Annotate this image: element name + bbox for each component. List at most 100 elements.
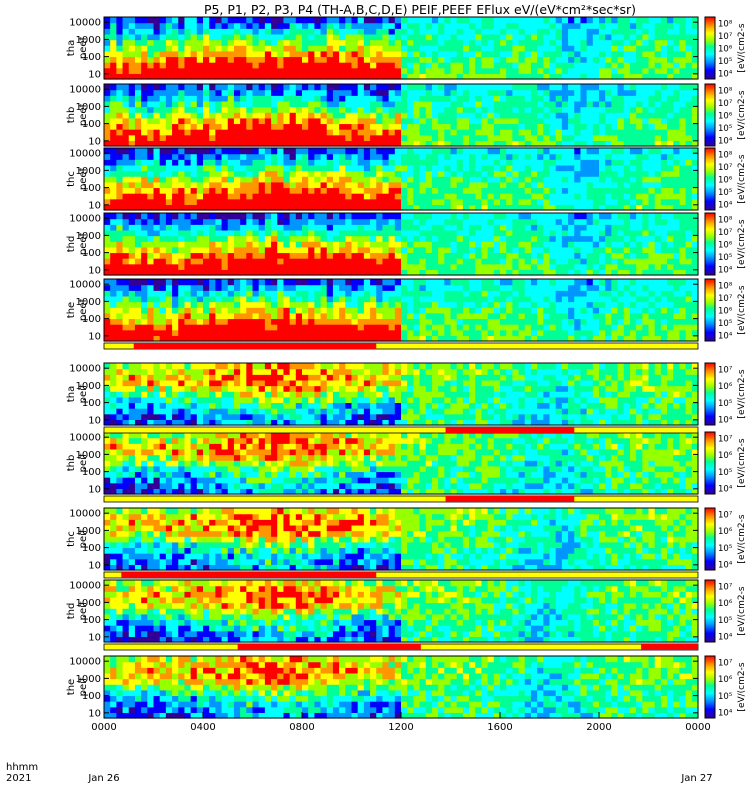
spectrogram-cell — [685, 45, 693, 52]
spectrogram-cell — [339, 39, 346, 46]
spectrogram-cell — [561, 39, 569, 46]
spectrogram-cell — [252, 67, 260, 74]
spectrogram-cell — [184, 50, 192, 58]
spectrogram-cell — [215, 224, 223, 231]
spectrogram-cell — [122, 89, 130, 96]
spectrogram-cell — [227, 89, 235, 96]
spectrogram-cell — [636, 123, 643, 130]
spectrogram-cell — [277, 28, 285, 35]
spectrogram-cell — [623, 252, 631, 259]
spectrogram-cell — [308, 45, 315, 52]
spectrogram-cell — [221, 159, 229, 166]
spectrogram-cell — [258, 204, 266, 211]
spectrogram-cell — [456, 50, 464, 58]
spectrogram-cell — [561, 140, 569, 147]
spectrogram-cell — [363, 263, 371, 270]
spectrogram-cell — [153, 204, 161, 211]
spectrogram-cell — [209, 140, 216, 147]
spectrogram-cell — [252, 50, 260, 58]
spectrogram-cell — [660, 45, 668, 52]
spectrogram-cell — [320, 56, 328, 63]
spectrogram-cell — [258, 290, 266, 297]
spectrogram-cell — [568, 193, 575, 200]
spectrogram-cell — [141, 335, 148, 342]
spectrogram-cell — [524, 67, 532, 74]
spectrogram-cell — [289, 301, 297, 308]
spectrogram-cell — [537, 224, 544, 231]
spectrogram-cell — [203, 187, 210, 194]
spectrogram-cell — [165, 269, 173, 276]
spectrogram-cell — [326, 129, 334, 136]
spectrogram-cell — [648, 176, 656, 183]
spectrogram-cell — [493, 100, 501, 108]
spectrogram-cell — [110, 229, 117, 237]
spectrogram-cell — [555, 39, 563, 46]
spectrogram-cell — [450, 218, 458, 225]
spectrogram-cell — [444, 153, 452, 160]
spectrogram-cell — [438, 176, 445, 183]
spectrogram-cell — [215, 193, 223, 200]
spectrogram-cell — [543, 164, 551, 172]
spectrogram-cell — [370, 335, 377, 342]
spectrogram-cell — [233, 229, 241, 237]
spectrogram-cell — [339, 187, 346, 194]
spectrogram-cell — [673, 100, 681, 108]
spectrogram-cell — [456, 290, 464, 297]
spectrogram-cell — [122, 290, 130, 297]
spectrogram-cell — [599, 39, 606, 46]
spectrogram-cell — [648, 100, 656, 108]
spectrogram-cell — [431, 181, 439, 189]
spectrogram-cell — [611, 263, 619, 270]
spectrogram-cell — [172, 295, 179, 303]
spectrogram-cell — [153, 28, 161, 35]
spectrogram-cell — [568, 62, 575, 69]
spectrogram-cell — [332, 279, 340, 286]
spectrogram-cell — [221, 263, 229, 270]
spectrogram-cell — [252, 329, 260, 336]
spectrogram-cell — [203, 22, 210, 29]
spectrogram-cell — [444, 28, 452, 35]
spectrogram-cell — [549, 269, 557, 276]
spectrogram-cell — [518, 33, 526, 41]
spectrogram-cell — [685, 62, 693, 69]
spectrogram-cell — [357, 106, 365, 113]
spectrogram-cell — [252, 235, 260, 242]
spectrogram-cell — [431, 33, 439, 41]
spectrogram-cell — [128, 159, 136, 166]
spectrogram-cell — [320, 153, 328, 160]
spectrogram-cell — [599, 241, 606, 248]
spectrogram-cell — [147, 290, 155, 297]
spectrogram-cell — [438, 95, 445, 102]
spectrogram-cell — [110, 95, 117, 102]
spectrogram-cell — [481, 73, 489, 80]
spectrogram-cell — [636, 17, 643, 24]
spectrogram-cell — [481, 235, 489, 242]
spectrogram-cell — [636, 229, 643, 237]
spectrogram-cell — [629, 39, 637, 46]
spectrogram-cell — [184, 241, 192, 248]
spectrogram-cell — [431, 100, 439, 108]
spectrogram-cell — [376, 301, 384, 308]
spectrogram-cell — [190, 290, 198, 297]
spectrogram-cell — [530, 100, 538, 108]
spectrogram-cell — [685, 198, 693, 205]
spectrogram-cell — [141, 112, 148, 119]
spectrogram-cell — [580, 193, 588, 200]
spectrogram-cell — [203, 241, 210, 248]
spectrogram-cell — [623, 181, 631, 189]
spectrogram-cell — [407, 159, 414, 166]
spectrogram-cell — [561, 224, 569, 231]
spectrogram-cell — [209, 335, 216, 342]
spectrogram-cell — [308, 187, 315, 194]
spectrogram-cell — [271, 129, 278, 136]
spectrogram-cell — [172, 159, 179, 166]
spectrogram-cell — [518, 50, 526, 58]
spectrogram-cell — [568, 140, 575, 147]
spectrogram-cell — [586, 181, 594, 189]
spectrogram-cell — [339, 140, 346, 147]
spectrogram-cell — [233, 123, 241, 130]
spectrogram-cell — [363, 301, 371, 308]
spectrogram-cell — [351, 89, 359, 96]
spectrogram-cell — [469, 290, 476, 297]
spectrogram-cell — [178, 295, 186, 303]
